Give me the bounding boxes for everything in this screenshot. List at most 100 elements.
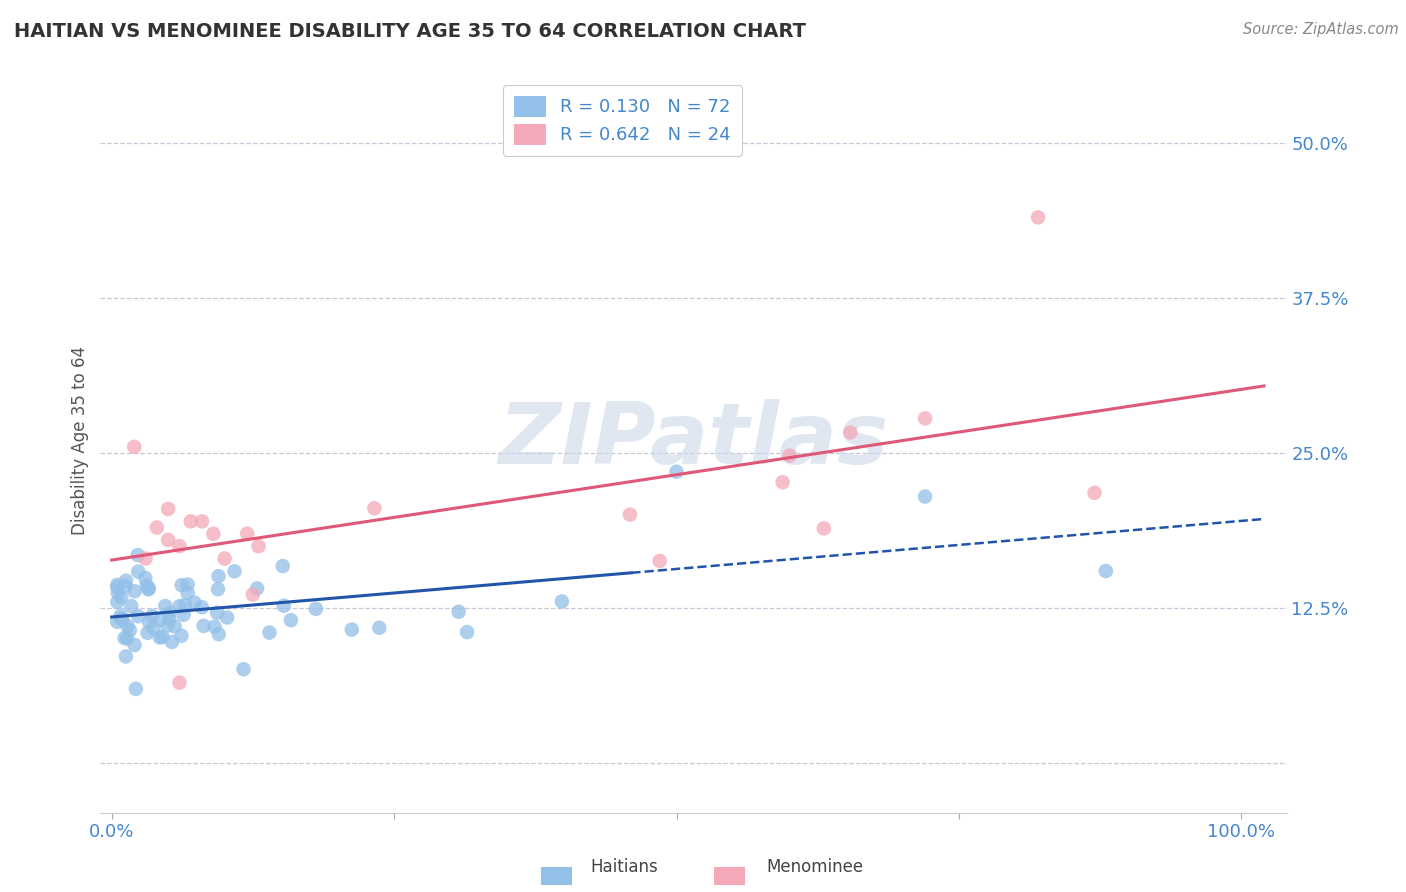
Point <box>110 608 132 623</box>
Point <box>208 627 231 641</box>
Point <box>173 607 195 622</box>
Point <box>207 569 229 583</box>
Point <box>115 574 138 588</box>
Point <box>115 649 138 664</box>
Point <box>169 539 191 553</box>
Point <box>839 425 862 440</box>
Legend: R = 0.130   N = 72, R = 0.642   N = 24: R = 0.130 N = 72, R = 0.642 N = 24 <box>503 85 742 155</box>
Point <box>236 526 259 541</box>
Point <box>205 606 228 620</box>
Point <box>118 624 141 638</box>
Point <box>648 554 671 568</box>
Point <box>170 578 193 592</box>
Point <box>134 571 156 585</box>
Text: ZIPatlas: ZIPatlas <box>498 400 889 483</box>
Point <box>105 578 128 592</box>
Point <box>914 490 936 504</box>
Point <box>779 449 801 463</box>
Point <box>191 600 214 615</box>
Point <box>138 615 160 629</box>
Point <box>368 621 391 635</box>
Point <box>163 619 186 633</box>
Point <box>271 559 294 574</box>
Point <box>105 595 128 609</box>
Point <box>105 580 128 594</box>
Point <box>1095 564 1118 578</box>
Point <box>280 613 302 627</box>
Point <box>152 630 174 644</box>
Point <box>202 526 225 541</box>
Point <box>149 631 172 645</box>
Point <box>138 582 160 596</box>
Point <box>224 564 246 578</box>
Point <box>191 514 214 528</box>
Point <box>551 594 574 608</box>
Point <box>110 612 132 626</box>
Point <box>305 602 328 616</box>
Point <box>159 606 181 620</box>
Point <box>246 582 269 596</box>
Point <box>176 586 198 600</box>
Point <box>120 599 142 614</box>
Point <box>114 579 136 593</box>
Point <box>157 611 180 625</box>
Point <box>157 502 180 516</box>
Point <box>619 508 641 522</box>
Point <box>456 625 478 640</box>
Point <box>127 609 149 624</box>
Point <box>242 588 264 602</box>
Point <box>772 475 794 490</box>
Point <box>665 465 688 479</box>
Point <box>170 629 193 643</box>
Point <box>136 582 159 597</box>
Point <box>124 638 146 652</box>
Point <box>149 613 172 627</box>
Point <box>117 619 139 633</box>
Point <box>363 501 385 516</box>
Point <box>183 595 205 609</box>
Point <box>107 586 129 600</box>
Point <box>169 599 191 614</box>
Point <box>180 514 202 528</box>
Text: HAITIAN VS MENOMINEE DISABILITY AGE 35 TO 64 CORRELATION CHART: HAITIAN VS MENOMINEE DISABILITY AGE 35 T… <box>14 22 806 41</box>
Point <box>207 582 229 597</box>
Point <box>136 626 159 640</box>
Point <box>813 521 835 535</box>
Point <box>127 548 149 562</box>
Point <box>160 635 183 649</box>
Text: Source: ZipAtlas.com: Source: ZipAtlas.com <box>1243 22 1399 37</box>
Point <box>247 539 270 553</box>
Point <box>141 609 163 624</box>
Point <box>914 411 936 425</box>
Point <box>114 631 136 645</box>
Point <box>110 591 132 605</box>
Point <box>135 551 157 566</box>
Point <box>127 565 149 579</box>
Text: Menominee: Menominee <box>766 858 863 876</box>
Point <box>155 599 177 613</box>
Point <box>142 621 165 635</box>
Point <box>1026 211 1049 225</box>
Point <box>157 533 180 547</box>
Point <box>176 577 198 591</box>
Y-axis label: Disability Age 35 to 64: Disability Age 35 to 64 <box>72 346 89 535</box>
Point <box>174 598 197 612</box>
Point <box>122 440 145 454</box>
Point <box>169 675 191 690</box>
Point <box>105 615 128 629</box>
Point <box>125 681 148 696</box>
Point <box>135 578 157 592</box>
Point <box>156 618 179 632</box>
Point <box>217 610 239 624</box>
Point <box>1083 485 1105 500</box>
Point <box>273 599 295 613</box>
Point <box>115 632 138 646</box>
Text: Haitians: Haitians <box>591 858 658 876</box>
Point <box>124 584 146 599</box>
Point <box>111 612 134 626</box>
Point <box>146 520 169 534</box>
Point <box>447 605 470 619</box>
Point <box>193 619 215 633</box>
Point <box>214 551 236 566</box>
Point <box>232 662 254 676</box>
